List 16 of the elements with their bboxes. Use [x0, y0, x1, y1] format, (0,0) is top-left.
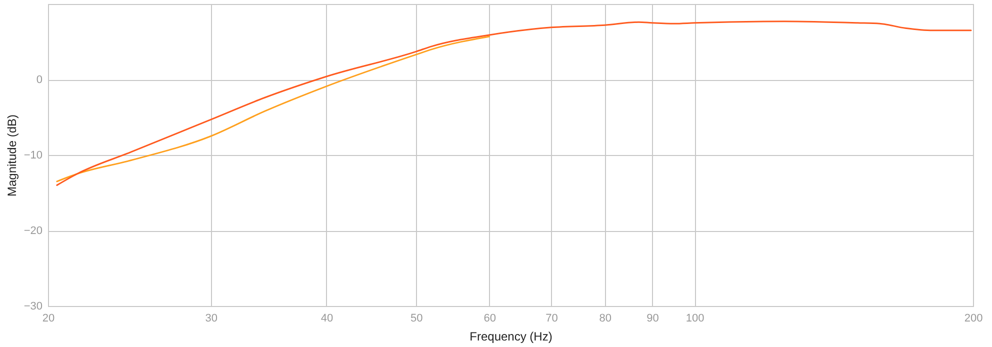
y-tick-label: 0	[36, 74, 42, 86]
y-tick-label: −30	[24, 300, 42, 312]
x-tick-label: 90	[646, 312, 659, 324]
x-tick-label: 80	[599, 312, 612, 324]
x-axis-title: Frequency (Hz)	[470, 330, 552, 344]
y-axis-title: Magnitude (dB)	[4, 114, 19, 197]
x-tick-label: 200	[964, 312, 983, 324]
x-tick-label: 40	[320, 312, 334, 324]
x-tick-label: 50	[410, 312, 423, 324]
x-tick-label: 20	[42, 312, 55, 324]
y-tick-label: −10	[24, 150, 42, 162]
x-tick-label: 100	[686, 312, 704, 324]
y-tick-label: −20	[24, 225, 42, 237]
x-tick-label: 70	[546, 312, 558, 324]
x-tick-label: 60	[484, 312, 496, 324]
x-tick-label: 30	[205, 312, 218, 324]
